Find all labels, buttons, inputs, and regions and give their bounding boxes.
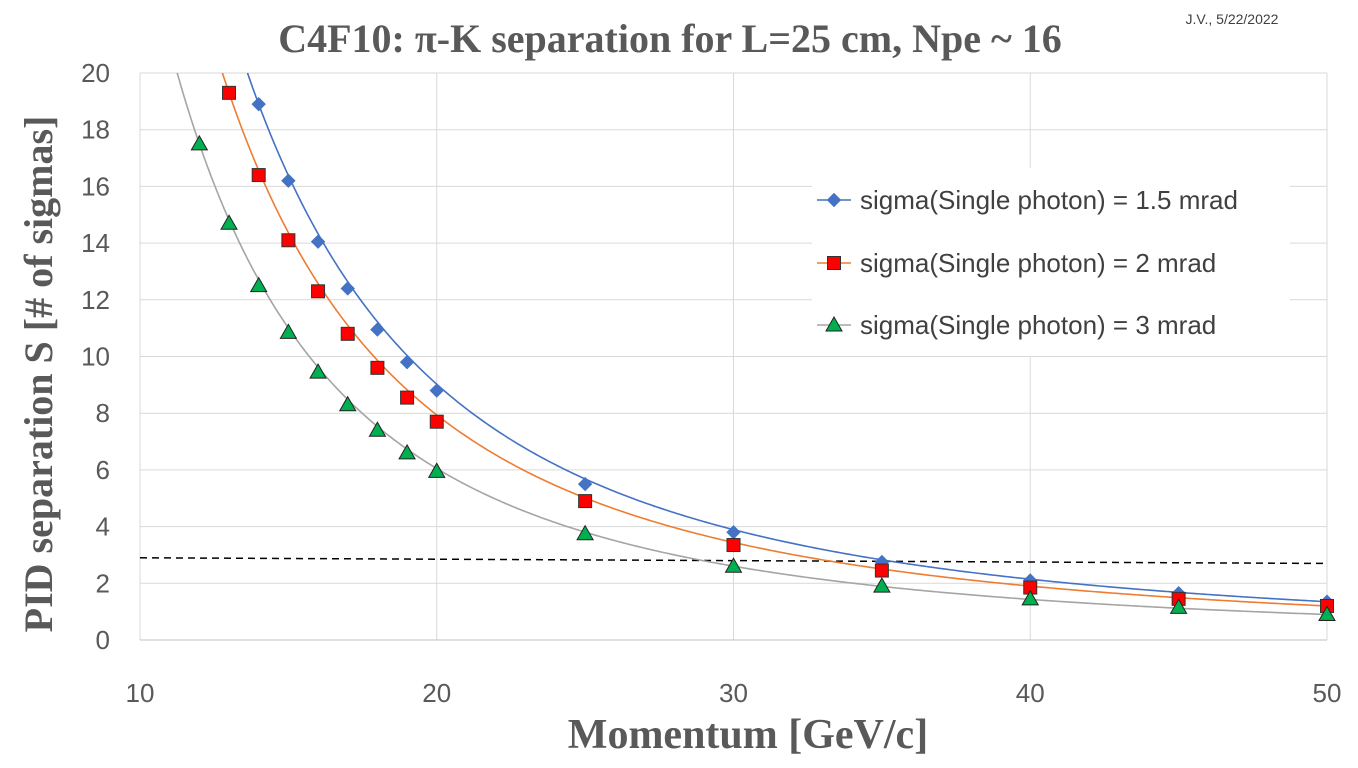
y-tick-label: 16 [81, 171, 110, 201]
data-point-series-3 [309, 363, 327, 379]
y-tick-label: 8 [96, 398, 110, 428]
author-date-note: J.V., 5/22/2022 [1186, 11, 1279, 27]
data-point-series-1 [370, 322, 385, 337]
legend-label-3: sigma(Single photon) = 3 mrad [860, 310, 1216, 340]
data-point-series-3 [368, 421, 387, 437]
x-tick-label: 30 [719, 678, 748, 708]
data-point-series-3 [724, 557, 743, 573]
data-point-series-2 [874, 563, 889, 578]
series-markers [190, 85, 1336, 621]
data-point-series-2 [311, 284, 326, 299]
data-point-series-3 [190, 134, 209, 151]
data-point-series-3 [576, 524, 594, 541]
axis-ticks: 0 2 4 6 8 10 12 14 16 18 20 10 20 30 40 50 [81, 58, 1341, 708]
data-point-series-3 [427, 462, 446, 478]
data-point-series-2 [578, 494, 593, 509]
y-tick-label: 20 [81, 58, 110, 88]
data-point-series-2 [370, 360, 385, 375]
data-point-series-1 [281, 173, 296, 188]
legend-marker-2 [827, 256, 841, 270]
legend-box [812, 168, 1290, 356]
data-point-series-2 [726, 538, 741, 553]
data-point-series-2 [281, 233, 296, 248]
data-point-series-3 [279, 323, 298, 339]
legend-marker-1 [826, 192, 842, 208]
y-tick-label: 12 [81, 285, 110, 315]
x-tick-label: 50 [1313, 678, 1342, 708]
y-tick-label: 2 [96, 568, 110, 598]
x-tick-label: 40 [1016, 678, 1045, 708]
data-point-series-1 [399, 354, 415, 370]
legend-label-1: sigma(Single photon) = 1.5 mrad [860, 185, 1238, 215]
data-point-series-1 [577, 476, 593, 492]
y-tick-label: 14 [81, 228, 110, 258]
data-point-series-2 [222, 85, 237, 100]
data-point-series-3 [220, 214, 238, 230]
y-tick-label: 10 [81, 342, 110, 372]
data-point-series-3 [338, 395, 357, 412]
legend-label-2: sigma(Single photon) = 2 mrad [860, 248, 1216, 278]
data-point-series-3 [398, 443, 416, 460]
y-tick-label: 4 [96, 512, 110, 542]
grid [139, 72, 1328, 641]
chart-title: C4F10: π-K separation for L=25 cm, Npe ~… [278, 16, 1062, 61]
data-point-series-2 [429, 414, 444, 429]
data-point-series-3 [1318, 605, 1336, 621]
data-point-series-3 [1021, 589, 1040, 606]
y-tick-label: 6 [96, 455, 110, 485]
y-tick-label: 0 [96, 625, 110, 655]
data-point-series-1 [251, 96, 266, 112]
x-axis-title: Momentum [GeV/c] [568, 712, 928, 758]
data-point-series-3 [1169, 598, 1188, 614]
legend: sigma(Single photon) = 1.5 mrad sigma(Sin… [812, 168, 1290, 356]
data-point-series-1 [310, 234, 326, 249]
data-point-series-1 [340, 281, 355, 296]
legend-marker-3 [825, 315, 843, 332]
data-point-series-1 [429, 383, 444, 398]
data-point-series-3 [873, 577, 891, 593]
data-point-series-3 [249, 276, 268, 293]
y-axis-title: PID separation S [# of sigmas] [16, 116, 61, 633]
data-point-series-2 [400, 390, 415, 405]
x-tick-label: 20 [422, 678, 451, 708]
data-point-series-2 [251, 168, 266, 183]
data-point-series-2 [340, 326, 355, 341]
y-tick-label: 18 [81, 115, 110, 145]
x-tick-label: 10 [126, 678, 155, 708]
